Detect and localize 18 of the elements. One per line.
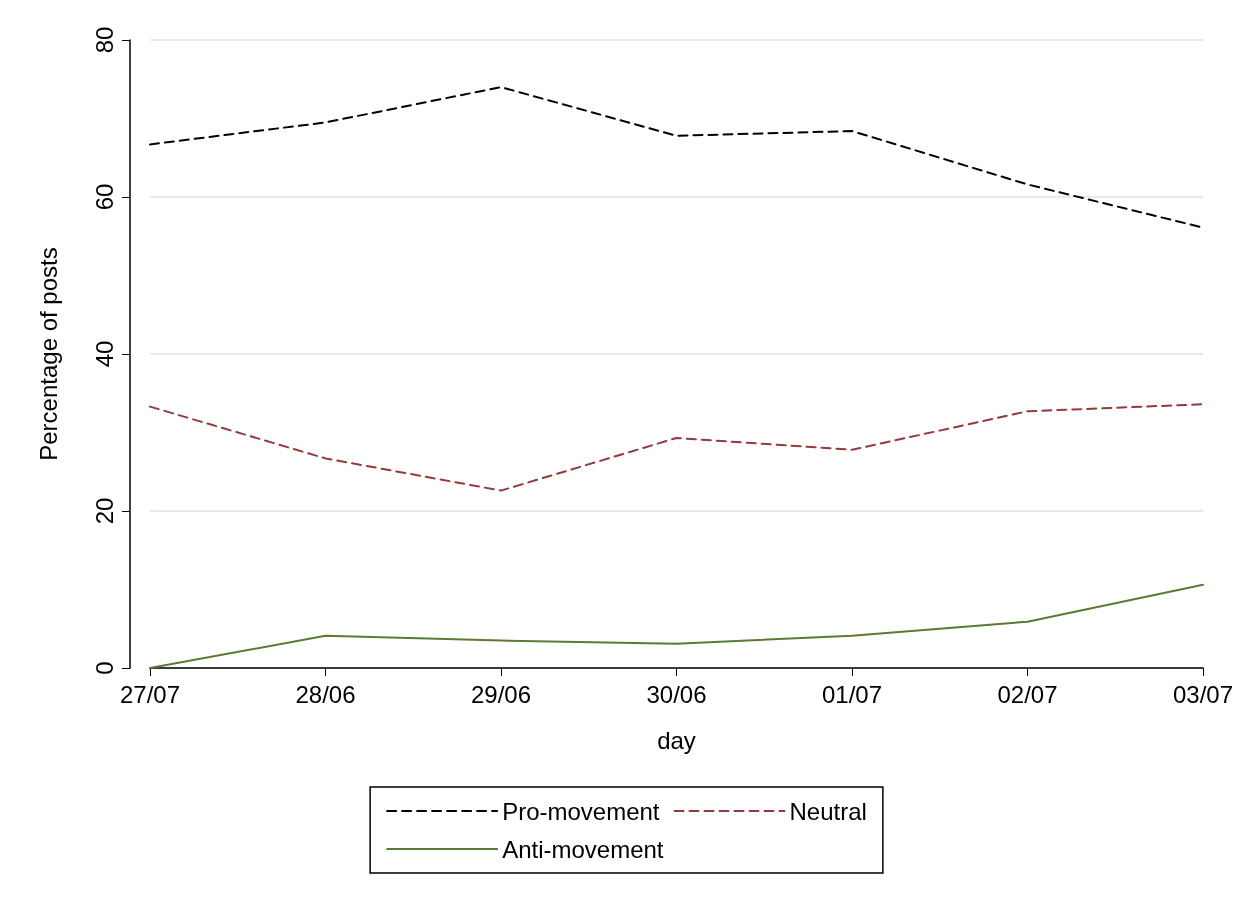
legend-label: Anti-movement: [502, 835, 664, 863]
y-tick-label: 20: [90, 497, 118, 525]
x-tick-label: 29/06: [470, 680, 532, 708]
line-series: [149, 403, 1204, 492]
x-tick-label: 27/07: [119, 680, 181, 708]
y-axis-title: Percentage of posts: [34, 247, 62, 461]
y-tick-label: 80: [90, 26, 118, 54]
legend-label: Pro-movement: [502, 797, 660, 825]
x-tick-label: 28/06: [295, 680, 356, 708]
y-tick-label: 0: [90, 661, 118, 675]
x-tick-label: 01/07: [821, 680, 883, 708]
x-axis-title: day: [657, 726, 696, 754]
x-tick-label: 30/06: [646, 680, 707, 708]
y-tick-label: 60: [90, 183, 118, 211]
x-tick-label: 02/07: [997, 680, 1058, 708]
legend-label: Neutral: [789, 797, 867, 825]
y-tick-label: 40: [90, 340, 118, 368]
x-tick-label: 03/07: [1172, 680, 1234, 708]
